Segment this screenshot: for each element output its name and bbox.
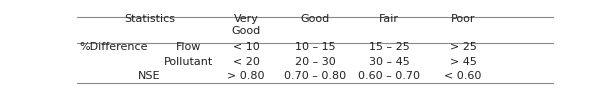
Text: NSE: NSE: [138, 71, 161, 81]
Text: 20 – 30: 20 – 30: [295, 57, 336, 67]
Text: %Difference: %Difference: [79, 42, 148, 52]
Text: Fair: Fair: [379, 14, 399, 24]
Text: Very
Good: Very Good: [231, 14, 261, 36]
Text: 30 – 45: 30 – 45: [368, 57, 410, 67]
Text: > 45: > 45: [450, 57, 477, 67]
Text: 0.60 – 0.70: 0.60 – 0.70: [358, 71, 420, 81]
Text: < 20: < 20: [232, 57, 260, 67]
Text: 10 – 15: 10 – 15: [295, 42, 336, 52]
Text: > 25: > 25: [450, 42, 477, 52]
Text: Flow: Flow: [176, 42, 202, 52]
Text: 0.70 – 0.80: 0.70 – 0.80: [284, 71, 346, 81]
Text: Pollutant: Pollutant: [164, 57, 213, 67]
Text: Poor: Poor: [451, 14, 475, 24]
Text: < 10: < 10: [232, 42, 260, 52]
Text: Good: Good: [301, 14, 330, 24]
Text: Statistics: Statistics: [124, 14, 175, 24]
Text: < 0.60: < 0.60: [444, 71, 482, 81]
Text: > 0.80: > 0.80: [228, 71, 265, 81]
Text: 15 – 25: 15 – 25: [368, 42, 410, 52]
